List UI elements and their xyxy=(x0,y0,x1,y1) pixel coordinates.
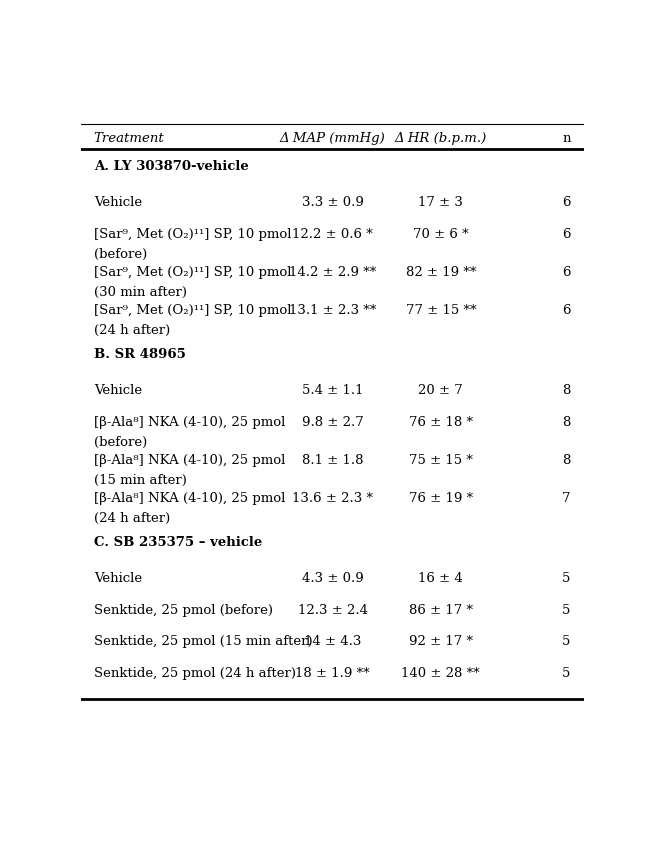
Text: 7: 7 xyxy=(562,492,570,505)
Text: 3.3 ± 0.9: 3.3 ± 0.9 xyxy=(302,196,363,210)
Text: 5: 5 xyxy=(562,635,570,648)
Text: Δ MAP (mmHg): Δ MAP (mmHg) xyxy=(280,133,386,146)
Text: 4.3 ± 0.9: 4.3 ± 0.9 xyxy=(302,572,363,585)
Text: [β-Ala⁸] NKA (4-10), 25 pmol: [β-Ala⁸] NKA (4-10), 25 pmol xyxy=(93,492,285,505)
Text: 20 ± 7: 20 ± 7 xyxy=(419,384,463,397)
Text: 12.2 ± 0.6 *: 12.2 ± 0.6 * xyxy=(292,228,373,241)
Text: 18 ± 1.9 **: 18 ± 1.9 ** xyxy=(295,667,370,680)
Text: 5: 5 xyxy=(562,667,570,680)
Text: (15 min after): (15 min after) xyxy=(93,474,186,487)
Text: Senktide, 25 pmol (15 min after): Senktide, 25 pmol (15 min after) xyxy=(93,635,312,648)
Text: 82 ± 19 **: 82 ± 19 ** xyxy=(406,266,476,279)
Text: (before): (before) xyxy=(93,247,147,261)
Text: Senktide, 25 pmol (24 h after): Senktide, 25 pmol (24 h after) xyxy=(93,667,296,680)
Text: [Sar⁹, Met (O₂)¹¹] SP, 10 pmol: [Sar⁹, Met (O₂)¹¹] SP, 10 pmol xyxy=(93,266,291,279)
Text: Vehicle: Vehicle xyxy=(93,572,142,585)
Text: 8: 8 xyxy=(562,416,570,429)
Text: n: n xyxy=(562,133,570,146)
Text: 17 ± 3: 17 ± 3 xyxy=(419,196,463,210)
Text: 5.4 ± 1.1: 5.4 ± 1.1 xyxy=(302,384,363,397)
Text: (24 h after): (24 h after) xyxy=(93,512,170,525)
Text: 13.1 ± 2.3 **: 13.1 ± 2.3 ** xyxy=(289,305,376,318)
Text: (before): (before) xyxy=(93,436,147,449)
Text: (30 min after): (30 min after) xyxy=(93,286,187,299)
Text: [β-Ala⁸] NKA (4-10), 25 pmol: [β-Ala⁸] NKA (4-10), 25 pmol xyxy=(93,416,285,429)
Text: 8.1 ± 1.8: 8.1 ± 1.8 xyxy=(302,454,363,467)
Text: Vehicle: Vehicle xyxy=(93,384,142,397)
Text: 70 ± 6 *: 70 ± 6 * xyxy=(413,228,469,241)
Text: [Sar⁹, Met (O₂)¹¹] SP, 10 pmol: [Sar⁹, Met (O₂)¹¹] SP, 10 pmol xyxy=(93,305,291,318)
Text: 140 ± 28 **: 140 ± 28 ** xyxy=(402,667,480,680)
Text: A. LY 303870-vehicle: A. LY 303870-vehicle xyxy=(93,160,249,173)
Text: 92 ± 17 *: 92 ± 17 * xyxy=(409,635,472,648)
Text: 5: 5 xyxy=(562,572,570,585)
Text: 75 ± 15 *: 75 ± 15 * xyxy=(409,454,472,467)
Text: Vehicle: Vehicle xyxy=(93,196,142,210)
Text: [Sar⁹, Met (O₂)¹¹] SP, 10 pmol: [Sar⁹, Met (O₂)¹¹] SP, 10 pmol xyxy=(93,228,291,241)
Text: 13.6 ± 2.3 *: 13.6 ± 2.3 * xyxy=(292,492,373,505)
Text: 6: 6 xyxy=(562,196,570,210)
Text: 6: 6 xyxy=(562,228,570,241)
Text: 14.2 ± 2.9 **: 14.2 ± 2.9 ** xyxy=(289,266,376,279)
Text: C. SB 235375 – vehicle: C. SB 235375 – vehicle xyxy=(93,536,262,549)
Text: 6: 6 xyxy=(562,305,570,318)
Text: Senktide, 25 pmol (before): Senktide, 25 pmol (before) xyxy=(93,603,273,616)
Text: 6: 6 xyxy=(562,266,570,279)
Text: 86 ± 17 *: 86 ± 17 * xyxy=(409,603,472,616)
Text: 76 ± 18 *: 76 ± 18 * xyxy=(409,416,472,429)
Text: 5: 5 xyxy=(562,603,570,616)
Text: 77 ± 15 **: 77 ± 15 ** xyxy=(406,305,476,318)
Text: 12.3 ± 2.4: 12.3 ± 2.4 xyxy=(298,603,367,616)
Text: 14 ± 4.3: 14 ± 4.3 xyxy=(304,635,361,648)
Text: 76 ± 19 *: 76 ± 19 * xyxy=(409,492,473,505)
Text: [β-Ala⁸] NKA (4-10), 25 pmol: [β-Ala⁸] NKA (4-10), 25 pmol xyxy=(93,454,285,467)
Text: 9.8 ± 2.7: 9.8 ± 2.7 xyxy=(302,416,363,429)
Text: (24 h after): (24 h after) xyxy=(93,324,170,337)
Text: 8: 8 xyxy=(562,384,570,397)
Text: 16 ± 4: 16 ± 4 xyxy=(419,572,463,585)
Text: 8: 8 xyxy=(562,454,570,467)
Text: B. SR 48965: B. SR 48965 xyxy=(93,348,186,361)
Text: Δ HR (b.p.m.): Δ HR (b.p.m.) xyxy=(395,133,487,146)
Text: Treatment: Treatment xyxy=(93,133,164,146)
